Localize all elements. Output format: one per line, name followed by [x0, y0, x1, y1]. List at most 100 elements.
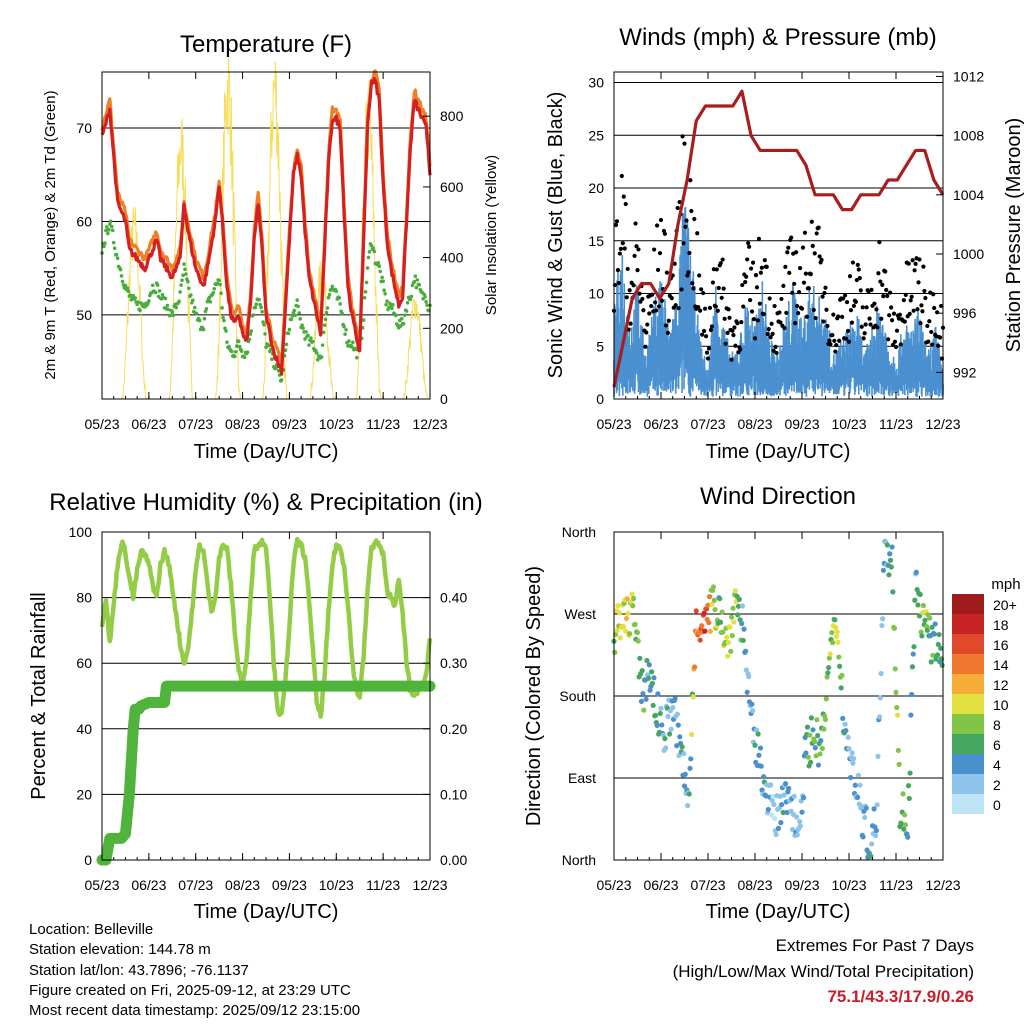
- gust-point: [937, 335, 943, 340]
- gust-point: [912, 268, 917, 273]
- direction-point: [632, 621, 638, 627]
- direction-point: [845, 734, 851, 741]
- direction-point: [688, 756, 694, 762]
- gust-point: [795, 311, 801, 316]
- direction-point: [782, 781, 789, 787]
- dewpoint-point: [330, 284, 335, 289]
- dewpoint-point: [295, 298, 300, 302]
- dewpoint-point: [390, 306, 394, 311]
- direction-point: [779, 801, 785, 808]
- dewpoint-point: [147, 299, 151, 303]
- gust-point: [921, 264, 926, 269]
- direction-point: [635, 638, 641, 644]
- direction-point: [869, 841, 875, 847]
- direction-point: [706, 594, 713, 600]
- speed-legend-swatch: [952, 654, 984, 674]
- direction-point: [886, 572, 892, 578]
- direction-point: [803, 750, 809, 756]
- dewpoint-point: [361, 318, 366, 322]
- gust-point: [767, 296, 772, 301]
- gust-point: [917, 257, 922, 262]
- speed-legend-label: 14: [993, 657, 1009, 673]
- pressure-ytick-label: 992: [953, 364, 977, 380]
- humidity-xtick-label: 06/23: [131, 877, 166, 893]
- dewpoint-point: [131, 293, 136, 298]
- winds-ytick-label: 30: [588, 75, 604, 91]
- direction-point: [912, 597, 918, 603]
- gust-point: [690, 281, 695, 286]
- gust-point: [691, 286, 696, 291]
- gust-point: [616, 280, 621, 286]
- gust-point: [845, 328, 851, 334]
- gust-point: [902, 319, 907, 324]
- gust-point: [654, 308, 659, 313]
- direction-point: [913, 569, 919, 575]
- dewpoint-point: [363, 290, 368, 294]
- gust-point: [868, 322, 873, 327]
- temperature-ytick-label: 50: [76, 307, 92, 323]
- direction-point: [670, 704, 676, 711]
- dewpoint-point: [230, 349, 234, 354]
- temperature-ylabel-right: Solar Insolation (Yellow): [483, 155, 500, 315]
- temperature-xtick-label: 12/23: [412, 416, 447, 432]
- precip-ytick-label: 0.00: [440, 852, 467, 868]
- gust-point: [652, 247, 657, 252]
- gust-point: [682, 141, 687, 146]
- direction-point: [878, 670, 884, 677]
- speed-legend-swatch: [952, 634, 984, 654]
- gust-point: [897, 312, 903, 317]
- gust-point: [907, 311, 912, 316]
- direction-point: [898, 821, 905, 827]
- direction-point: [826, 655, 833, 661]
- dewpoint-point: [181, 273, 185, 278]
- direction-point: [832, 617, 838, 623]
- direction-point: [739, 603, 746, 609]
- gust-point: [768, 335, 773, 340]
- gust-point: [725, 330, 730, 335]
- gust-point: [925, 323, 930, 329]
- gust-point: [729, 357, 734, 362]
- gust-point: [765, 331, 770, 337]
- gust-point: [703, 334, 709, 339]
- gust-point: [773, 344, 778, 350]
- gust-point: [613, 222, 619, 228]
- direction-point: [930, 652, 936, 658]
- gust-point: [721, 286, 726, 291]
- dewpoint-point: [237, 344, 242, 349]
- dewpoint-point: [296, 304, 301, 309]
- gust-point: [786, 245, 791, 250]
- dewpoint-point: [319, 355, 324, 359]
- direction-point: [674, 711, 681, 717]
- gust-point: [890, 342, 896, 347]
- dewpoint-point: [388, 301, 392, 306]
- direction-ytick-label: North: [562, 524, 596, 540]
- direction-point: [674, 743, 680, 749]
- direction-point: [815, 762, 822, 768]
- gust-point: [810, 243, 815, 248]
- gust-point: [846, 339, 852, 344]
- gust-point: [740, 282, 745, 288]
- dewpoint-point: [381, 279, 385, 284]
- direction-point: [851, 755, 857, 762]
- dewpoint-point: [186, 279, 190, 284]
- dewpoint-point: [325, 306, 330, 310]
- direction-point: [791, 793, 797, 799]
- precip-ytick-label: 0.10: [440, 786, 467, 802]
- winds-xtick-label: 05/23: [596, 416, 631, 432]
- dewpoint-point: [369, 243, 374, 248]
- direction-point: [759, 787, 765, 793]
- direction-point: [761, 774, 767, 780]
- direction-point: [743, 667, 749, 673]
- gust-point: [701, 290, 706, 296]
- humidity-xtick-label: 09/23: [272, 877, 307, 893]
- gust-point: [722, 316, 727, 321]
- dewpoint-point: [123, 283, 128, 288]
- gust-point: [631, 283, 636, 288]
- speed-legend-label: 16: [993, 637, 1009, 653]
- winds-xtick-label: 10/23: [831, 416, 866, 432]
- direction-point: [711, 597, 717, 603]
- direction-point: [693, 608, 699, 614]
- gust-point: [821, 319, 826, 324]
- gust-point: [824, 307, 829, 312]
- dewpoint-point: [106, 231, 110, 236]
